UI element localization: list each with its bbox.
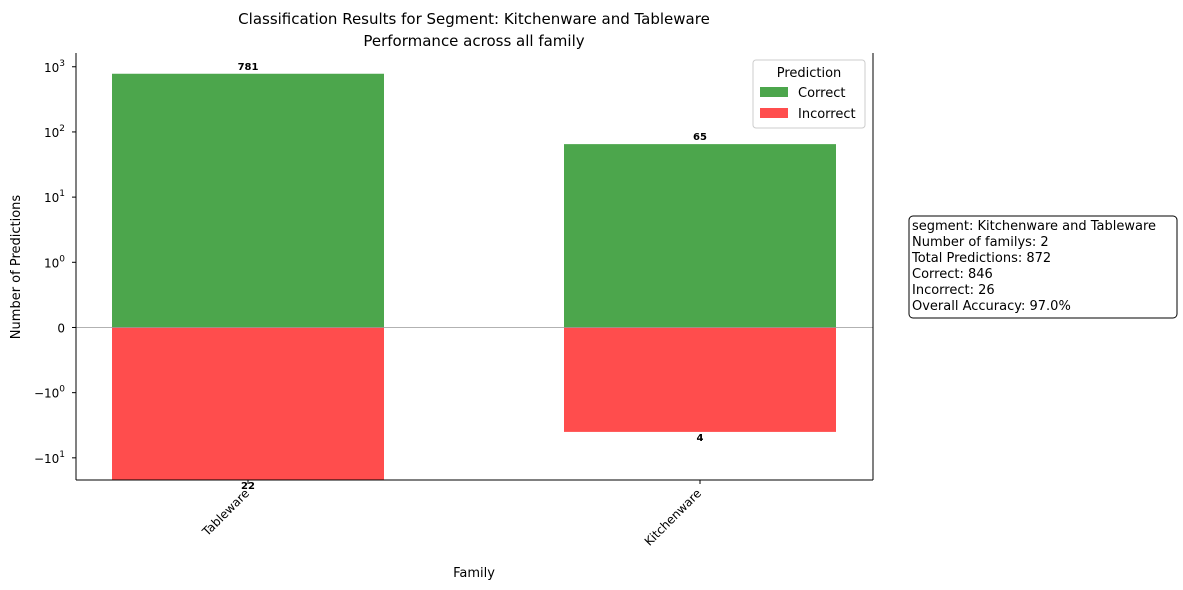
legend-swatch-incorrect bbox=[760, 108, 788, 118]
chart-title: Classification Results for Segment: Kitc… bbox=[238, 10, 710, 28]
legend: Prediction Correct Incorrect bbox=[752, 59, 866, 129]
stats-line: segment: Kitchenware and Tableware bbox=[912, 219, 1156, 234]
y-axis-label: Number of Predictions bbox=[9, 195, 24, 340]
bar-correct-kitchenware bbox=[564, 144, 836, 328]
y-tick-label: 101 bbox=[44, 189, 65, 205]
x-tick-label-tableware: Tableware bbox=[199, 486, 252, 539]
stats-line: Incorrect: 26 bbox=[912, 283, 995, 298]
y-tick-label: −100 bbox=[34, 385, 65, 401]
legend-entry-incorrect: Incorrect bbox=[798, 107, 856, 122]
data-label-incorrect-kitchenware: 4 bbox=[697, 433, 704, 444]
data-label-correct-kitchenware: 65 bbox=[693, 132, 707, 143]
y-tick-label: 102 bbox=[44, 124, 65, 140]
stats-box: segment: Kitchenware and TablewareNumber… bbox=[908, 215, 1178, 319]
y-tick-label: 0 bbox=[57, 321, 65, 335]
y-tick-label: −101 bbox=[34, 450, 65, 466]
legend-title: Prediction bbox=[777, 66, 842, 81]
legend-entry-correct: Correct bbox=[798, 86, 845, 101]
stats-line: Overall Accuracy: 97.0% bbox=[912, 299, 1071, 314]
data-label-incorrect-tableware: 22 bbox=[241, 481, 255, 492]
y-tick-label: 100 bbox=[44, 254, 65, 270]
x-tick-label-kitchenware: Kitchenware bbox=[642, 486, 704, 548]
bar-correct-tableware bbox=[112, 73, 384, 328]
chart-subtitle: Performance across all family bbox=[363, 32, 584, 50]
stats-line: Total Predictions: 872 bbox=[911, 251, 1051, 266]
bars-layer: 781 22 65 4 bbox=[112, 62, 836, 492]
x-axis-label: Family bbox=[453, 566, 495, 581]
y-tick-label: 103 bbox=[44, 59, 65, 75]
stats-line: Correct: 846 bbox=[912, 267, 993, 282]
legend-swatch-correct bbox=[760, 87, 788, 97]
bar-incorrect-kitchenware bbox=[564, 327, 836, 432]
bar-incorrect-tableware bbox=[112, 327, 384, 481]
stats-box-frame bbox=[908, 215, 1178, 319]
data-label-correct-tableware: 781 bbox=[238, 62, 259, 73]
stats-line: Number of familys: 2 bbox=[912, 235, 1049, 250]
